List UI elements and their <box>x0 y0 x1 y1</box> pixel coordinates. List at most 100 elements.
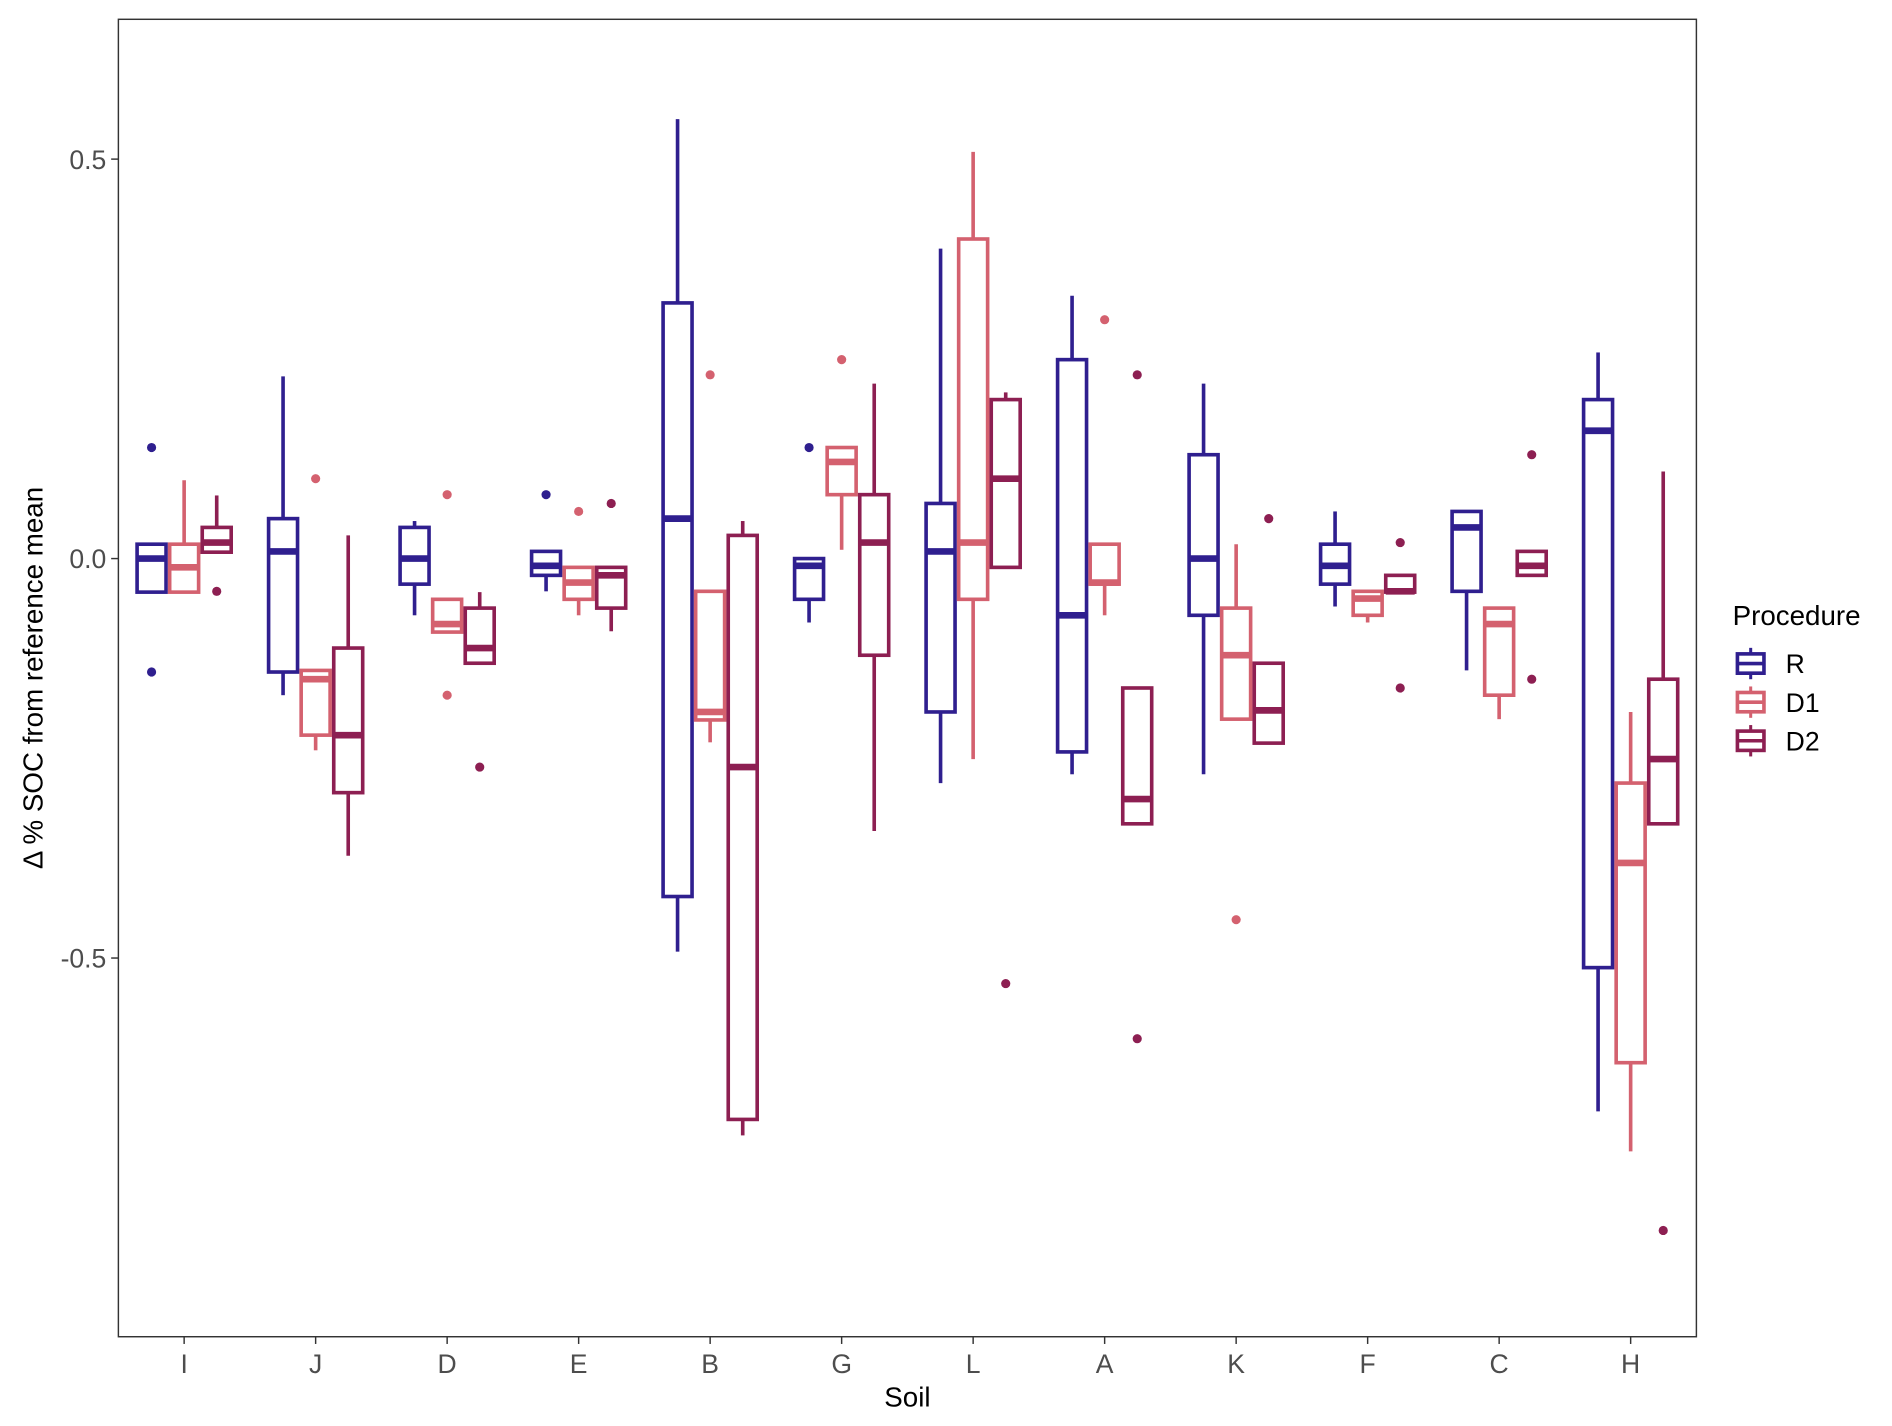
outlier-point <box>837 355 847 365</box>
box-iqr <box>1450 509 1483 594</box>
outlier-point <box>1100 315 1110 325</box>
outlier-point <box>475 762 485 772</box>
box-D2-I <box>200 495 233 596</box>
box-iqr <box>1252 661 1286 745</box>
box-iqr <box>1646 677 1680 826</box>
box-R-D <box>398 521 431 616</box>
outlier-point <box>1527 674 1537 684</box>
box-R-F <box>1318 511 1352 607</box>
box-D1-H <box>1614 711 1647 1152</box>
x-tick-label: D <box>438 1349 457 1379</box>
x-tick-label: F <box>1360 1349 1376 1379</box>
x-tick-label: A <box>1096 1349 1114 1379</box>
y-axis-title: Δ % SOC from reference mean <box>17 487 48 869</box>
box-R-B <box>661 119 694 952</box>
legend-label: R <box>1786 649 1805 679</box>
x-tick-label: C <box>1490 1349 1509 1379</box>
x-axis-title: Soil <box>884 1382 930 1413</box>
box-iqr <box>266 516 300 674</box>
box-iqr <box>1088 542 1121 586</box>
box-D2-B <box>726 521 760 1136</box>
box-iqr <box>956 237 990 602</box>
outlier-point <box>1132 1034 1142 1044</box>
box-D1-J <box>299 474 332 751</box>
y-tick-label: 0.5 <box>69 145 106 175</box>
box-R-K <box>1187 383 1220 775</box>
box-D1-G <box>825 355 858 550</box>
box-iqr <box>1614 781 1647 1065</box>
box-D2-J <box>331 535 365 856</box>
box-R-E <box>529 490 563 592</box>
outlier-point <box>1001 979 1011 989</box>
outlier-point <box>442 690 452 700</box>
x-tick-label: H <box>1621 1349 1640 1379</box>
box-iqr <box>1120 686 1154 826</box>
legend: Procedure R D1 D2 <box>1733 600 1861 757</box>
box-iqr <box>825 445 858 497</box>
box-iqr <box>693 589 727 722</box>
box-R-I <box>135 442 168 677</box>
box-D2-G <box>857 383 891 832</box>
box-iqr <box>463 606 497 666</box>
box-D2-L <box>989 392 1023 989</box>
box-D1-A <box>1088 315 1121 616</box>
x-tick-label: B <box>701 1349 719 1379</box>
box-D1-B <box>693 370 727 743</box>
box-iqr <box>726 533 760 1122</box>
y-tick-label: -0.5 <box>61 944 107 974</box>
outlier-point <box>311 474 321 484</box>
box-iqr <box>1055 357 1089 754</box>
box-D2-A <box>1120 370 1154 1044</box>
y-tick-label: 0.0 <box>69 544 106 574</box>
box-iqr <box>857 492 891 658</box>
box-R-C <box>1450 509 1483 671</box>
box-D2-C <box>1515 450 1549 684</box>
box-iqr <box>1351 589 1384 618</box>
box-iqr <box>924 501 957 714</box>
box-D2-F <box>1383 538 1417 693</box>
box-D1-D <box>430 490 464 700</box>
outlier-point <box>1231 915 1241 925</box>
box-iqr <box>1219 606 1253 721</box>
box-R-J <box>266 376 300 696</box>
legend-item-D2: D2 <box>1735 725 1820 757</box>
x-tick-label: L <box>966 1349 981 1379</box>
box-R-H <box>1581 352 1615 1112</box>
legend-label: D2 <box>1786 726 1820 756</box>
x-tick-label: I <box>180 1349 187 1379</box>
outlier-point <box>1395 538 1405 548</box>
x-tick-label: J <box>309 1349 322 1379</box>
x-tick-label: G <box>831 1349 852 1379</box>
box-D2-E <box>594 498 628 632</box>
box-D1-F <box>1351 589 1384 623</box>
outlier-point <box>606 498 616 509</box>
x-tick-label: K <box>1227 1349 1245 1379</box>
box-iqr <box>1581 397 1615 970</box>
outlier-point <box>146 442 157 453</box>
box-iqr <box>989 397 1023 570</box>
plot-panel <box>117 18 1698 1338</box>
legend-title: Procedure <box>1733 600 1861 631</box>
outlier-point <box>442 490 452 500</box>
outlier-point <box>1132 370 1142 380</box>
box-D2-H <box>1646 471 1680 1236</box>
legend-label: D1 <box>1786 688 1820 718</box>
legend-item-D1: D1 <box>1735 686 1820 718</box>
box-R-L <box>924 248 957 784</box>
box-D1-I <box>167 480 201 594</box>
box-D2-K <box>1252 514 1286 745</box>
box-D1-C <box>1482 606 1516 720</box>
box-D2-D <box>463 592 497 772</box>
outlier-point <box>146 667 157 677</box>
box-iqr <box>135 542 168 594</box>
outlier-point <box>1395 683 1405 693</box>
outlier-point <box>212 586 222 596</box>
y-axis: 0.5 0.0 -0.5 <box>61 145 119 974</box>
outlier-point <box>1527 450 1537 460</box>
box-D1-E <box>562 506 595 616</box>
legend-item-R: R <box>1735 647 1805 680</box>
outlier-point <box>1264 514 1274 524</box>
box-D1-K <box>1219 544 1253 925</box>
